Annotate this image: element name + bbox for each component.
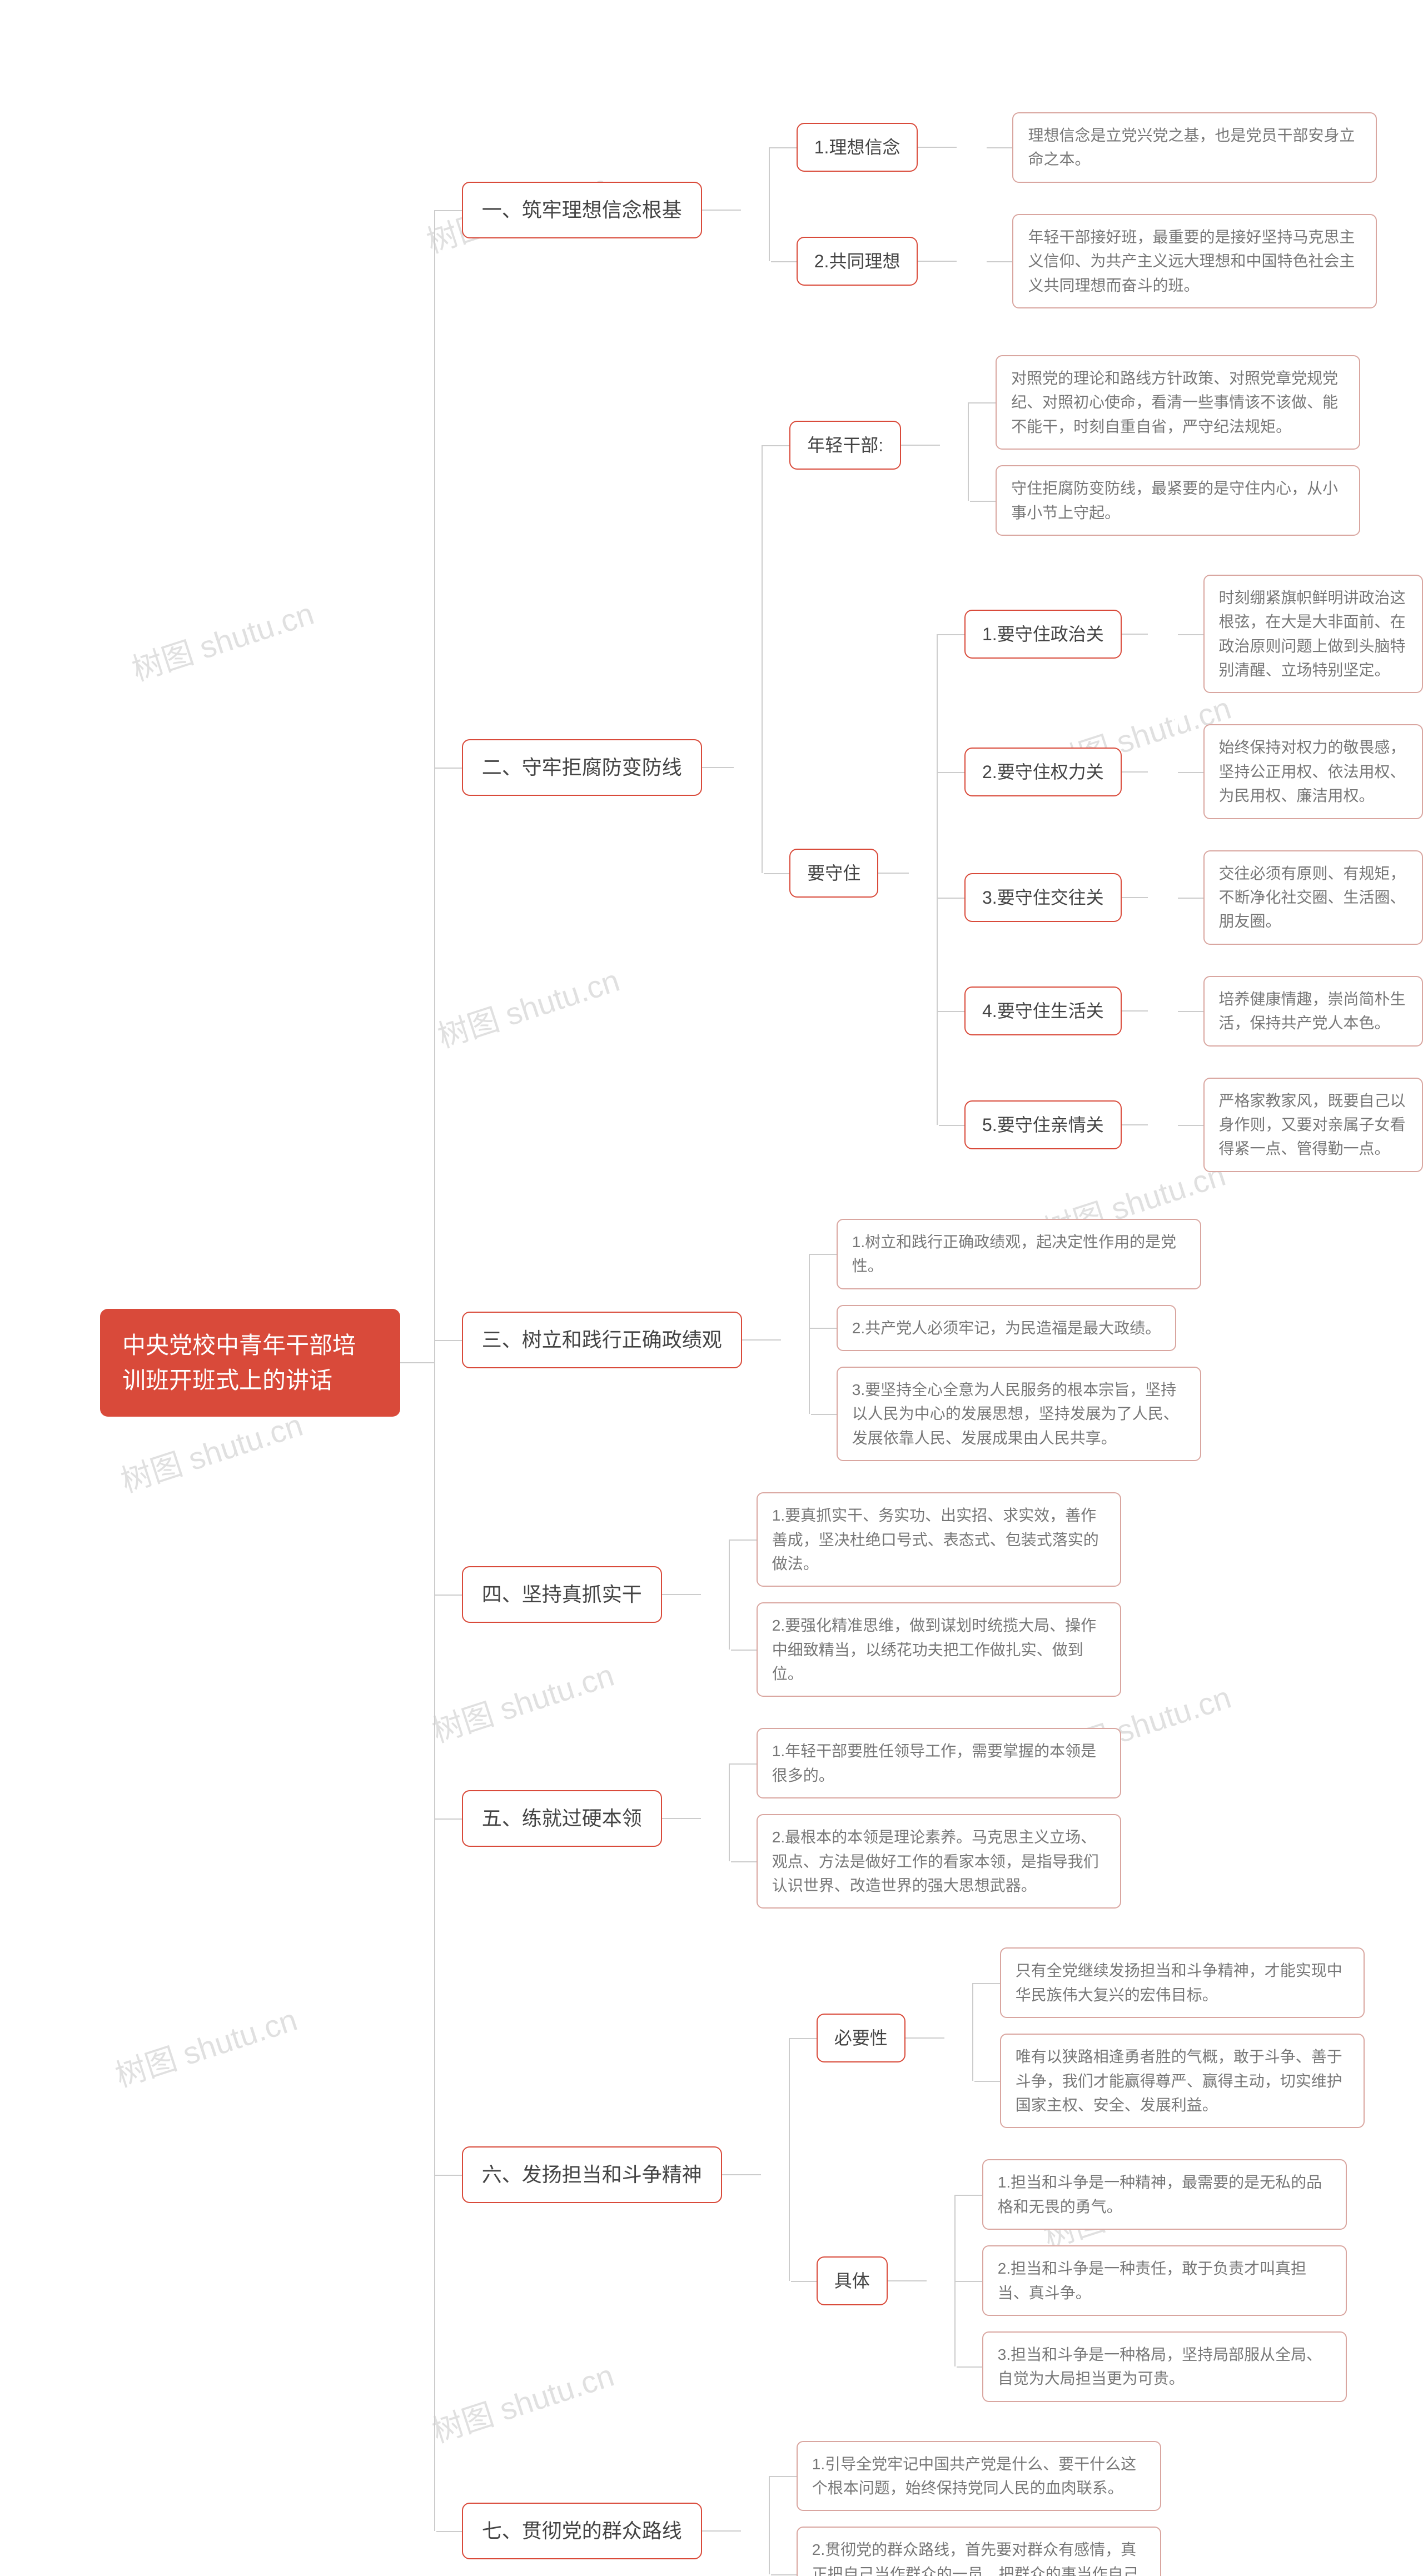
s1-c1-leaf: 年轻干部接好班，最重要的是接好坚持马克思主义信仰、为共产主义远大理想和中国特色社…	[1012, 214, 1377, 308]
s3-l0: 1.树立和践行正确政绩观，起决定性作用的是党性。	[837, 1219, 1201, 1289]
section-4-title[interactable]: 四、坚持真抓实干	[462, 1566, 662, 1623]
canvas: 树图 shutu.cn 树图 shutu.cn 树图 shutu.cn 树图 s…	[0, 0, 1423, 2576]
section-6-title[interactable]: 六、发扬担当和斗争精神	[462, 2146, 722, 2203]
s2-c0-l0: 对照党的理论和路线方针政策、对照党章党规党纪、对照初心使命，看清一些事情该不该做…	[996, 355, 1360, 450]
s5-l1: 2.最根本的本领是理论素养。马克思主义立场、观点、方法是做好工作的看家本领，是指…	[757, 1814, 1121, 1909]
s2-c1-c2-label[interactable]: 3.要守住交往关	[964, 873, 1122, 922]
s6-c0-l1: 唯有以狭路相逢勇者胜的气概，敢于斗争、善于斗争，我们才能赢得尊严、赢得主动，切实…	[1000, 2034, 1365, 2128]
s2-c1-c4-label[interactable]: 5.要守住亲情关	[964, 1100, 1122, 1149]
section-2: 二、守牢拒腐防变防线 年轻干部: 对照党的理论和路线方针政策、对照党章党规党纪、…	[434, 340, 1423, 1195]
s6-c1-label[interactable]: 具体	[817, 2256, 888, 2305]
section-5-title[interactable]: 五、练就过硬本领	[462, 1790, 662, 1847]
section-5: 五、练就过硬本领 1.年轻干部要胜任领导工作，需要掌握的本领是很多的。 2.最根…	[434, 1720, 1423, 1916]
s6-c1-l2: 3.担当和斗争是一种格局，坚持局部服从全局、自觉为大局担当更为可贵。	[982, 2331, 1347, 2402]
section-7-title[interactable]: 七、贯彻党的群众路线	[462, 2503, 702, 2559]
s4-l0: 1.要真抓实干、务实功、出实招、求实效，善作善成，坚决杜绝口号式、表态式、包装式…	[757, 1492, 1121, 1587]
s2-c1-c2-leaf: 交往必须有原则、有规矩，不断净化社交圈、生活圈、朋友圈。	[1203, 850, 1423, 945]
s6-c1-l0: 1.担当和斗争是一种精神，最需要的是无私的品格和无畏的勇气。	[982, 2159, 1347, 2230]
s2-c1-label[interactable]: 要守住	[789, 849, 878, 898]
s2-c1-c1-leaf: 始终保持对权力的敬畏感，坚持公正用权、依法用权、为民用权、廉洁用权。	[1203, 724, 1423, 819]
s1-c0-leaf: 理想信念是立党兴党之基，也是党员干部安身立命之本。	[1012, 112, 1377, 183]
s2-c1-c3-leaf: 培养健康情趣，崇尚简朴生活，保持共产党人本色。	[1203, 976, 1423, 1047]
s2-c1-c0-leaf: 时刻绷紧旗帜鲜明讲政治这根弦，在大是大非面前、在政治原则问题上做到头脑特别清醒、…	[1203, 575, 1423, 694]
section-7: 七、贯彻党的群众路线 1.引导全党牢记中国共产党是什么、要干什么这个根本问题，始…	[434, 2433, 1423, 2576]
s5-l0: 1.年轻干部要胜任领导工作，需要掌握的本领是很多的。	[757, 1728, 1121, 1798]
s2-c1-c3-label[interactable]: 4.要守住生活关	[964, 986, 1122, 1035]
section-1-title[interactable]: 一、筑牢理想信念根基	[462, 182, 702, 238]
s1-c1-label[interactable]: 2.共同理想	[797, 237, 918, 286]
s6-c1-l1: 2.担当和斗争是一种责任，敢于负责才叫真担当、真斗争。	[982, 2245, 1347, 2316]
root-node[interactable]: 中央党校中青年干部培训班开班式上的讲话	[100, 1309, 400, 1417]
s2-c0-label[interactable]: 年轻干部:	[789, 421, 901, 470]
s3-l1: 2.共产党人必须牢记，为民造福是最大政绩。	[837, 1305, 1176, 1351]
s6-c0-label[interactable]: 必要性	[817, 2014, 905, 2062]
s4-l1: 2.要强化精准思维，做到谋划时统揽大局、操作中细致精当，以绣花功夫把工作做扎实、…	[757, 1602, 1121, 1697]
section-3: 三、树立和践行正确政绩观 1.树立和践行正确政绩观，起决定性作用的是党性。 2.…	[434, 1211, 1423, 1469]
s2-c1-c0-label[interactable]: 1.要守住政治关	[964, 610, 1122, 659]
section-3-title[interactable]: 三、树立和践行正确政绩观	[462, 1312, 742, 1368]
root-children: 一、筑牢理想信念根基 1.理想信念 理想信念是立党兴党之基，也是党员干部安身立命…	[434, 89, 1423, 2576]
section-2-title[interactable]: 二、守牢拒腐防变防线	[462, 739, 702, 796]
section-6: 六、发扬担当和斗争精神 必要性 只有全党继续发扬担当和斗争精神，才能实现中华民族…	[434, 1932, 1423, 2417]
section-4: 四、坚持真抓实干 1.要真抓实干、务实功、出实招、求实效，善作善成，坚决杜绝口号…	[434, 1484, 1423, 1705]
s3-l2: 3.要坚持全心全意为人民服务的根本宗旨，坚持以人民为中心的发展思想，坚持发展为了…	[837, 1367, 1201, 1461]
s6-c0-l0: 只有全党继续发扬担当和斗争精神，才能实现中华民族伟大复兴的宏伟目标。	[1000, 1947, 1365, 2018]
s7-l0: 1.引导全党牢记中国共产党是什么、要干什么这个根本问题，始终保持党同人民的血肉联…	[797, 2441, 1161, 2512]
s1-c0-label[interactable]: 1.理想信念	[797, 123, 918, 172]
s7-l1: 2.贯彻党的群众路线，首先要对群众有感情，真正把自己当作群众的一员、把群众的事当…	[797, 2527, 1161, 2576]
s2-c1-c4-leaf: 严格家教家风，既要自己以身作则，又要对亲属子女看得紧一点、管得勤一点。	[1203, 1078, 1423, 1172]
s2-c0-l1: 守住拒腐防变防线，最紧要的是守住内心，从小事小节上守起。	[996, 465, 1360, 536]
mindmap: 中央党校中青年干部培训班开班式上的讲话 一、筑牢理想信念根基 1.理想信念 理想…	[100, 89, 1423, 2576]
s2-c1-c1-label[interactable]: 2.要守住权力关	[964, 748, 1122, 796]
section-1: 一、筑牢理想信念根基 1.理想信念 理想信念是立党兴党之基，也是党员干部安身立命…	[434, 97, 1423, 324]
